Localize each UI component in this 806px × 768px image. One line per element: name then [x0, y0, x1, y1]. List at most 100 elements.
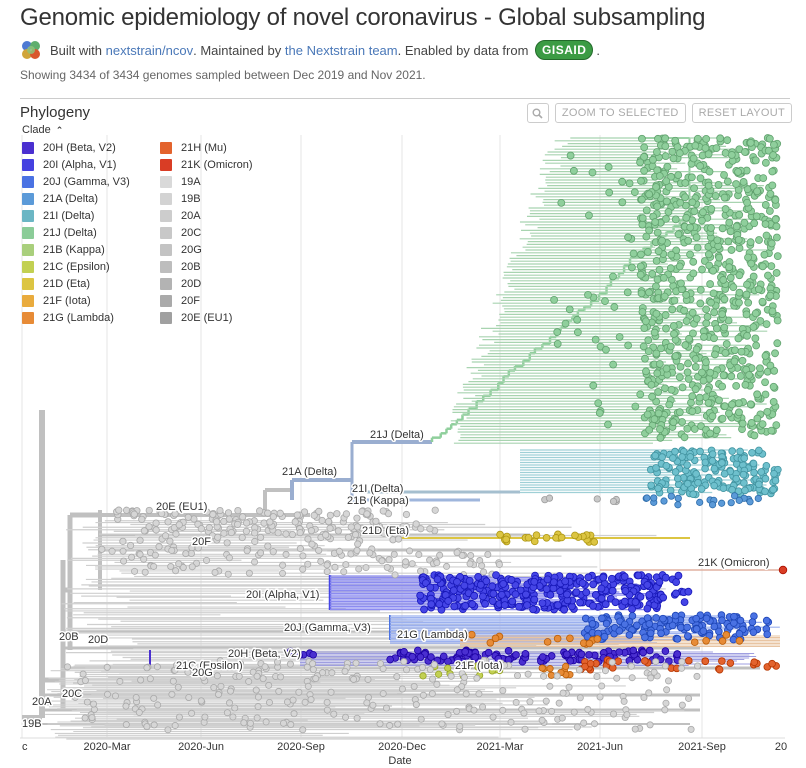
tree-tip[interactable]	[282, 530, 290, 538]
tree-tip[interactable]	[620, 572, 629, 581]
tree-tip[interactable]	[726, 659, 735, 667]
legend-item[interactable]: 21I (Delta)	[22, 208, 142, 223]
legend-item[interactable]: 21K (Omicron)	[160, 157, 280, 172]
tree-tip[interactable]	[755, 446, 763, 455]
tree-tip[interactable]	[719, 484, 728, 493]
tree-tip[interactable]	[135, 708, 143, 716]
legend-item[interactable]: 20B	[160, 259, 280, 274]
tree-tip[interactable]	[213, 672, 221, 680]
tree-tip[interactable]	[704, 250, 713, 259]
tree-tip[interactable]	[715, 253, 724, 262]
tree-tip[interactable]	[732, 222, 741, 231]
tree-tip[interactable]	[604, 420, 612, 429]
tree-tip[interactable]	[290, 710, 298, 718]
tree-tip[interactable]	[115, 506, 123, 514]
tree-tip[interactable]	[696, 299, 705, 308]
tree-tip[interactable]	[362, 564, 370, 572]
tree-tip[interactable]	[634, 571, 643, 580]
tree-tip[interactable]	[122, 702, 130, 710]
tree-tip[interactable]	[524, 670, 532, 678]
tree-tip[interactable]	[699, 627, 708, 635]
tree-tip[interactable]	[205, 524, 213, 532]
tree-tip[interactable]	[653, 369, 662, 378]
tree-tip[interactable]	[677, 623, 685, 632]
tree-tip[interactable]	[646, 629, 655, 638]
tree-tip[interactable]	[736, 616, 745, 625]
tree-tip[interactable]	[470, 706, 478, 714]
tree-tip[interactable]	[296, 529, 304, 537]
tree-tip[interactable]	[393, 673, 401, 681]
tree-tip[interactable]	[702, 636, 710, 645]
tree-tip[interactable]	[712, 144, 721, 153]
tree-tip[interactable]	[553, 339, 562, 348]
tree-tip[interactable]	[334, 527, 342, 535]
tree-tip[interactable]	[663, 162, 672, 171]
tree-tip[interactable]	[168, 546, 176, 554]
tree-tip[interactable]	[678, 453, 686, 461]
tree-tip[interactable]	[756, 364, 764, 373]
tree-tip[interactable]	[705, 261, 714, 270]
tree-tip[interactable]	[651, 218, 660, 226]
tree-tip[interactable]	[727, 246, 736, 254]
tree-tip[interactable]	[769, 382, 778, 391]
tree-tip[interactable]	[214, 690, 222, 698]
tree-tip[interactable]	[690, 425, 699, 433]
tree-tip[interactable]	[702, 135, 711, 143]
tree-tip[interactable]	[572, 588, 581, 597]
tree-tip[interactable]	[628, 263, 636, 272]
tree-tip[interactable]	[453, 549, 461, 557]
tree-tip[interactable]	[188, 563, 196, 571]
tree-tip[interactable]	[647, 674, 655, 682]
tree-tip[interactable]	[416, 653, 425, 661]
tree-tip[interactable]	[745, 371, 754, 379]
tree-tip[interactable]	[645, 288, 653, 297]
tree-tip[interactable]	[562, 662, 570, 670]
tree-tip[interactable]	[759, 174, 768, 183]
tree-tip[interactable]	[753, 187, 761, 196]
tree-tip[interactable]	[269, 513, 277, 521]
tree-tip[interactable]	[330, 710, 338, 718]
tree-tip[interactable]	[683, 623, 691, 632]
tree-tip[interactable]	[706, 429, 715, 438]
tree-tip[interactable]	[239, 513, 247, 521]
tree-tip[interactable]	[565, 305, 574, 314]
tree-tip[interactable]	[691, 385, 700, 394]
tree-tip[interactable]	[175, 560, 183, 568]
tree-tip[interactable]	[674, 230, 683, 239]
tree-tip[interactable]	[465, 662, 473, 670]
tree-tip[interactable]	[645, 689, 653, 697]
tree-tip[interactable]	[315, 546, 323, 555]
tree-tip[interactable]	[203, 556, 211, 564]
tree-tip[interactable]	[741, 486, 749, 495]
tree-tip[interactable]	[697, 485, 706, 493]
tree-tip[interactable]	[558, 714, 566, 722]
tree-tip[interactable]	[495, 560, 503, 568]
tree-tip[interactable]	[682, 291, 691, 299]
tree-tip[interactable]	[667, 250, 676, 259]
tree-tip[interactable]	[473, 674, 481, 682]
tree-tip[interactable]	[689, 329, 697, 338]
tree-tip[interactable]	[576, 598, 584, 607]
tree-tip[interactable]	[702, 305, 711, 314]
legend-item[interactable]: 19B	[160, 191, 280, 206]
tree-tip[interactable]	[480, 568, 488, 576]
tree-tip[interactable]	[588, 168, 597, 177]
tree-tip[interactable]	[715, 665, 724, 674]
tree-tip[interactable]	[378, 557, 386, 565]
tree-tip[interactable]	[598, 614, 606, 623]
tree-tip[interactable]	[450, 602, 459, 611]
tree-tip[interactable]	[511, 581, 520, 589]
tree-tip[interactable]	[642, 367, 650, 376]
tree-tip[interactable]	[287, 648, 296, 657]
tree-tip[interactable]	[166, 537, 174, 545]
tree-tip[interactable]	[693, 134, 702, 143]
tree-tip[interactable]	[735, 408, 743, 417]
tree-tip[interactable]	[561, 577, 570, 586]
tree-tip[interactable]	[689, 269, 698, 278]
tree-tip[interactable]	[326, 524, 334, 532]
tree-tip[interactable]	[621, 620, 629, 629]
tree-tip[interactable]	[88, 714, 96, 722]
tree-tip[interactable]	[748, 618, 757, 626]
tree-tip[interactable]	[724, 409, 733, 418]
tree-tip[interactable]	[507, 718, 515, 726]
